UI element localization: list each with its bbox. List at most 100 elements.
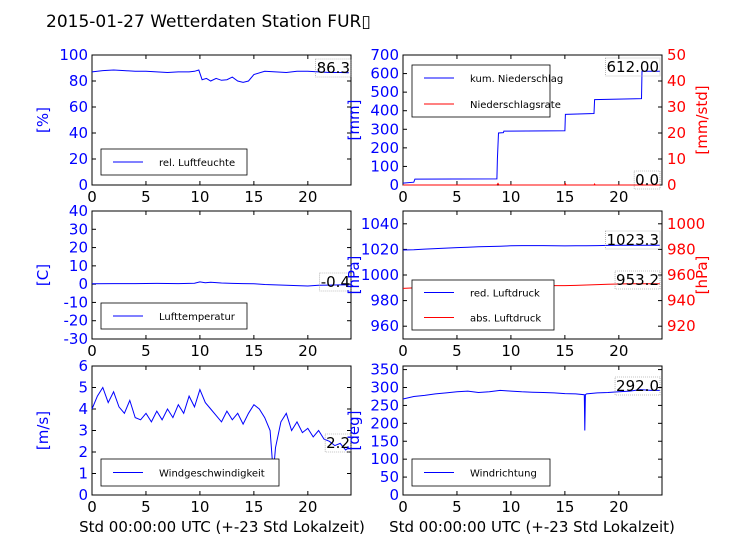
annotation-box <box>605 230 661 250</box>
y-tick-label: 1 <box>78 465 88 483</box>
y-axis-label: [deg] <box>345 411 363 451</box>
x-tick-label: 20 <box>298 498 317 516</box>
series-line-kum-niederschlag <box>402 70 660 184</box>
x-tick-label: 0 <box>87 188 97 206</box>
x-tick-label: 5 <box>141 498 151 516</box>
y-tick-label: 0 <box>389 176 399 194</box>
y-tick-label: 960 <box>370 317 399 335</box>
y-tick-label: 980 <box>370 292 399 310</box>
x-tick-label: 15 <box>244 188 263 206</box>
y-tick-label: -30 <box>64 330 89 348</box>
y-tick-label: 0 <box>78 275 88 293</box>
y2-tick-label: 20 <box>667 124 686 142</box>
y-tick-label: 20 <box>69 150 88 168</box>
last-value-annotation-2: 0.0 <box>635 171 659 189</box>
legend-entry: Niederschlagsrate <box>470 100 561 111</box>
panel-1-frame <box>91 54 352 186</box>
last-value-annotation: 292.0 <box>616 377 659 395</box>
x-tick-label: 20 <box>298 188 317 206</box>
x-tick-label: 0 <box>87 498 97 516</box>
y2-tick-label: 40 <box>667 72 686 90</box>
panel-6-frame <box>402 365 663 496</box>
x-tick-label: 0 <box>398 188 408 206</box>
annotation-box-2 <box>633 170 661 190</box>
x-tick-label: 5 <box>141 342 151 360</box>
y-tick-label: 300 <box>370 120 399 138</box>
x-tick-label: 20 <box>609 342 628 360</box>
legend-entry: Windrichtung <box>470 469 537 480</box>
x-tick-label: 15 <box>555 188 574 206</box>
y2-axis-label: [hPa] <box>693 256 711 295</box>
annotation-box <box>315 58 352 78</box>
x-tick-label: 5 <box>141 188 151 206</box>
x-tick-label: 10 <box>501 188 520 206</box>
y-tick-label: 0 <box>78 486 88 504</box>
y-axis-label: [C] <box>34 264 52 286</box>
y-tick-label: 100 <box>370 157 399 175</box>
y2-tick-label: 980 <box>667 240 696 258</box>
y2-tick-label: 940 <box>667 292 696 310</box>
y-tick-label: 1040 <box>361 215 399 233</box>
y-tick-label: -10 <box>64 293 89 311</box>
x-tick-label: 10 <box>190 188 209 206</box>
last-value-annotation: -0.4 <box>321 273 350 291</box>
x-tick-label: 5 <box>452 342 462 360</box>
y-tick-label: 1020 <box>361 240 399 258</box>
series-line-niederschlagsrate <box>403 180 660 186</box>
series-line-red-luftdruck <box>402 244 660 251</box>
annotation-box <box>319 272 352 292</box>
series-line-lufttemperatur <box>91 281 349 287</box>
y-tick-label: 5 <box>78 379 88 397</box>
legend-box <box>411 279 555 331</box>
y-tick-label: 6 <box>78 357 88 375</box>
x-tick-label: 0 <box>87 342 97 360</box>
x-tick-label: 20 <box>609 498 628 516</box>
x-axis-label-right: Std 00:00:00 UTC (+-23 Std Lokalzeit) <box>389 518 675 536</box>
y2-tick-label: 50 <box>667 46 686 64</box>
y-tick-label: 0 <box>389 486 399 504</box>
last-value-annotation-2: 953.2 <box>616 271 659 289</box>
figure-title: 2015-01-27 Wetterdaten Station FUR▯ <box>46 12 371 32</box>
y-tick-label: 0 <box>78 176 88 194</box>
x-tick-label: 10 <box>501 342 520 360</box>
y-tick-label: 2 <box>78 443 88 461</box>
x-tick-label: 20 <box>609 188 628 206</box>
x-tick-label: 10 <box>190 498 209 516</box>
y2-axis-label: [mm/std] <box>693 85 711 154</box>
y-axis-label: [m/s] <box>34 411 52 450</box>
y-tick-label: 250 <box>370 396 399 414</box>
y-tick-label: 40 <box>69 124 88 142</box>
y-tick-label: 100 <box>370 450 399 468</box>
x-tick-label: 5 <box>452 498 462 516</box>
x-tick-label: 0 <box>398 342 408 360</box>
y-tick-label: 10 <box>69 257 88 275</box>
y2-tick-label: 10 <box>667 150 686 168</box>
x-tick-label: 0 <box>398 498 408 516</box>
annotation-box <box>614 376 661 396</box>
annotation-box <box>605 57 661 77</box>
y2-tick-label: 1000 <box>667 215 705 233</box>
x-tick-label: 15 <box>244 342 263 360</box>
y-tick-label: 200 <box>370 139 399 157</box>
y-tick-label: 100 <box>59 46 88 64</box>
x-tick-label: 20 <box>298 342 317 360</box>
x-tick-label: 5 <box>452 188 462 206</box>
y-tick-label: 600 <box>370 65 399 83</box>
legend-entry: kum. Niederschlag <box>470 74 563 85</box>
annotation-box-2 <box>614 270 661 290</box>
y-tick-label: 1000 <box>361 266 399 284</box>
y-tick-label: 40 <box>69 202 88 220</box>
y-tick-label: 150 <box>370 432 399 450</box>
legend-entry: Lufttemperatur <box>159 312 236 323</box>
series-line-rel-luftfeuchte <box>91 69 349 83</box>
y-tick-label: 500 <box>370 83 399 101</box>
y-tick-label: 60 <box>69 98 88 116</box>
y-tick-label: 80 <box>69 72 88 90</box>
y-tick-label: -20 <box>64 312 89 330</box>
y-tick-label: 20 <box>69 239 88 257</box>
series-line-windgeschwindigkeit <box>91 386 350 474</box>
last-value-annotation: 86.3 <box>317 59 350 77</box>
series-line-windrichtung <box>402 389 660 431</box>
x-tick-label: 15 <box>244 498 263 516</box>
y-axis-label: [mm] <box>345 100 363 141</box>
